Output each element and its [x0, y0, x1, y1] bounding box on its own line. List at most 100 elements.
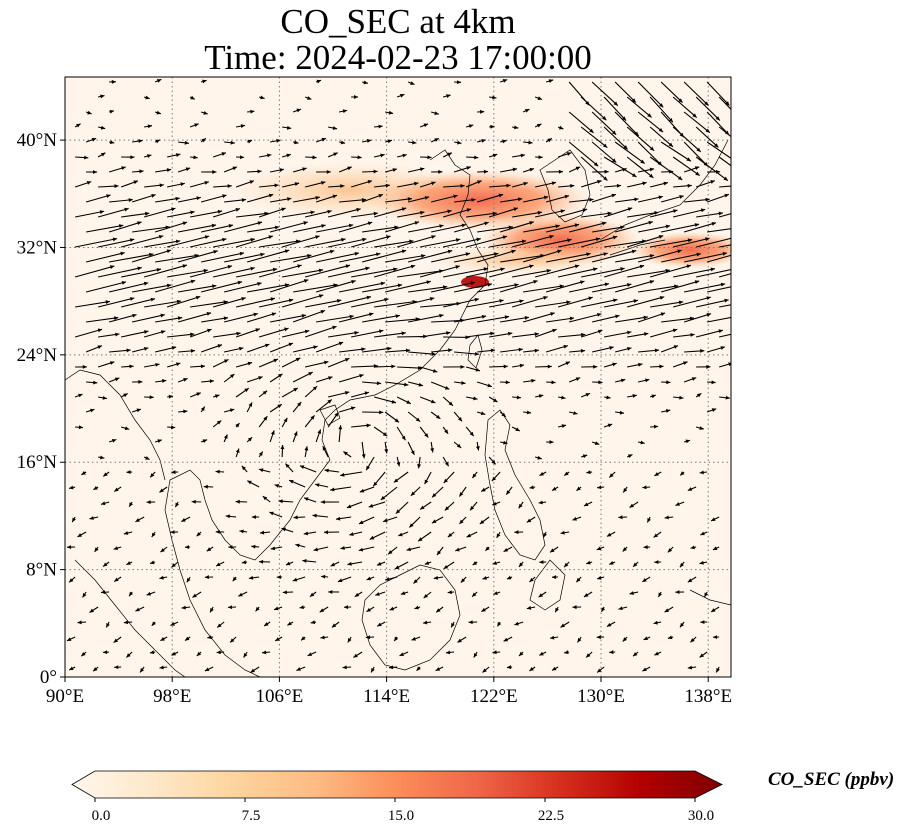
- wind-vector-head: [572, 605, 577, 610]
- wind-vector-head: [279, 168, 284, 172]
- wind-vector-head: [664, 608, 670, 613]
- wind-vector-head: [192, 593, 197, 598]
- wind-vector-head: [111, 79, 116, 84]
- wind-vector-head: [170, 425, 176, 430]
- wind-vector-shaft: [683, 111, 711, 134]
- wind-vector-shaft: [339, 253, 381, 263]
- wind-vector-head: [203, 110, 208, 115]
- wind-vector-head: [566, 152, 572, 156]
- wind-vector-head: [350, 406, 356, 411]
- wind-vector-head: [235, 423, 240, 428]
- wind-vector-shaft: [614, 280, 655, 293]
- wind-vector-head: [550, 635, 555, 640]
- wind-vector-head: [333, 152, 338, 157]
- wind-vector-head: [496, 533, 501, 538]
- wind-vector-shaft: [535, 301, 571, 308]
- wind-vector-head: [271, 312, 277, 317]
- wind-vector-head: [366, 423, 371, 428]
- wind-vector-shaft: [213, 238, 255, 248]
- wind-vector-shaft: [512, 269, 552, 278]
- wind-vector-head: [128, 198, 133, 202]
- wind-vector-head: [89, 408, 95, 413]
- wind-vector-shaft: [166, 295, 201, 308]
- wind-vector-head: [575, 377, 581, 381]
- wind-vector-head: [394, 565, 400, 570]
- x-tick-label: 122°E: [470, 686, 518, 707]
- wind-vector-head: [667, 548, 673, 553]
- wind-vector-head: [466, 208, 472, 212]
- wind-vector-head: [384, 297, 389, 302]
- wind-vector-head: [393, 267, 398, 272]
- wind-vector-head: [589, 128, 594, 133]
- wind-vector-head: [678, 98, 683, 103]
- wind-vector-shaft: [489, 240, 527, 248]
- wind-vector-head: [206, 547, 212, 552]
- colorbar-tick-label: 15.0: [388, 808, 414, 824]
- wind-vector-head: [331, 623, 337, 628]
- wind-vector-head: [490, 348, 495, 353]
- wind-vector-shaft: [626, 235, 664, 248]
- wind-vector-shaft: [339, 282, 386, 293]
- wind-vector-head: [471, 198, 476, 202]
- wind-vector-head: [160, 330, 166, 334]
- wind-vector-shaft: [408, 314, 444, 323]
- wind-vector-head: [315, 483, 320, 487]
- wind-vector-head: [633, 652, 638, 657]
- wind-vector-head: [445, 650, 451, 655]
- wind-vector-head: [734, 267, 738, 271]
- wind-vector-shaft: [718, 126, 731, 138]
- wind-vector-head: [563, 344, 568, 349]
- wind-vector-head: [263, 416, 268, 421]
- wind-vector-shaft: [120, 235, 164, 248]
- wind-vector-head: [421, 254, 426, 258]
- wind-vector-head: [312, 155, 317, 160]
- wind-vector-head: [687, 578, 693, 583]
- wind-vector-head: [123, 531, 129, 535]
- wind-vector-shaft: [627, 211, 659, 218]
- wind-vector-head: [259, 530, 265, 535]
- wind-vector-head: [250, 237, 255, 242]
- wind-vector-head: [114, 665, 119, 670]
- wind-vector-head: [227, 184, 232, 189]
- wind-vector-head: [567, 238, 572, 243]
- wind-vector-shaft: [270, 314, 307, 323]
- wind-vector-head: [181, 518, 186, 522]
- wind-vector-head: [409, 239, 414, 244]
- wind-vector-head: [402, 153, 407, 158]
- wind-vector-head: [99, 455, 105, 460]
- wind-vector-head: [537, 455, 542, 460]
- wind-vector-head: [699, 426, 704, 430]
- wind-vector-shaft: [466, 299, 504, 308]
- wind-vector-shaft: [86, 317, 119, 323]
- wind-vector-head: [336, 298, 342, 303]
- wind-vector-head: [129, 238, 135, 243]
- wind-vector-head: [534, 332, 539, 337]
- wind-vector-head: [202, 439, 208, 443]
- wind-vector-head: [642, 667, 647, 672]
- wind-vector-head: [138, 379, 143, 384]
- wind-vector-head: [401, 435, 406, 441]
- wind-vector-head: [654, 560, 659, 565]
- plume-hotspot: [461, 276, 489, 288]
- wind-vector-shaft: [477, 226, 513, 233]
- wind-vector-head: [666, 380, 671, 385]
- wind-vector-head: [308, 372, 313, 376]
- wind-vector-head: [423, 593, 429, 599]
- wind-vector-head: [514, 530, 519, 535]
- coastline-philippines: [484, 409, 566, 611]
- wind-vector-head: [135, 518, 140, 522]
- wind-vector-head: [260, 95, 265, 100]
- wind-vector-head: [690, 545, 695, 550]
- wind-vector-shaft: [420, 210, 452, 218]
- wind-vector-shaft: [131, 249, 172, 263]
- wind-vector-head: [185, 167, 191, 172]
- wind-vector-shaft: [591, 193, 617, 203]
- wind-vector-head: [645, 378, 650, 383]
- wind-vector-head: [644, 332, 649, 337]
- wind-vector-head: [69, 666, 74, 671]
- wind-vector-shaft: [568, 111, 594, 134]
- wind-vector-head: [416, 666, 421, 671]
- wind-vector-head: [475, 446, 480, 451]
- wind-vector-head: [503, 637, 509, 642]
- wind-vector-head: [394, 636, 399, 642]
